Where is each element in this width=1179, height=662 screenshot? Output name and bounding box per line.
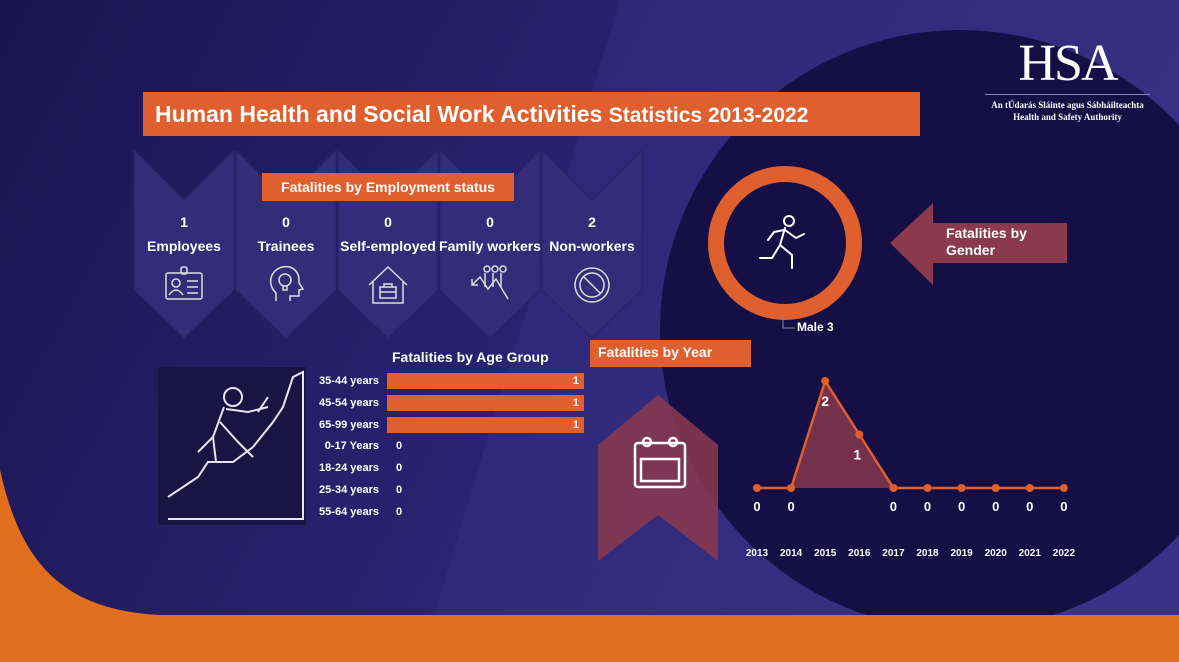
year-tick-label: 2020: [985, 548, 1008, 559]
calendar-chevron: [598, 395, 718, 561]
age-tick-label: 35-44 years: [319, 375, 379, 387]
data-label: 0: [753, 499, 760, 514]
line-point: [855, 430, 864, 439]
hsa-logo: HSA An tÚdarás Sláinte agus Sábháilteach…: [985, 38, 1150, 123]
line-point: [1025, 484, 1034, 492]
page-title: Human Health and Social Work Activities …: [143, 92, 920, 136]
climber-icon: [158, 367, 306, 525]
line-point: [1059, 484, 1068, 492]
data-label: 0: [890, 499, 897, 514]
year-tick-label: 2022: [1053, 548, 1076, 559]
age-tick-label: 65-99 years: [319, 418, 379, 431]
data-label: 0: [787, 499, 794, 514]
gender-donut: [708, 166, 862, 320]
employment-count: 1: [180, 214, 188, 230]
line-series: [757, 378, 1064, 490]
gender-label: Male 3: [797, 320, 834, 334]
employment-label: Trainees: [257, 238, 315, 254]
id-badge-icon: [165, 266, 203, 300]
year-tick-label: 2016: [848, 548, 871, 559]
age-tick-label: 18-24 years: [319, 462, 379, 475]
age-value-label: 0: [396, 462, 403, 475]
employment-label: Self-employed: [340, 238, 436, 254]
employment-label: Non-workers: [549, 238, 635, 254]
age-tick-label: 55-64 years: [319, 505, 379, 518]
people-arrow-icon: [471, 265, 509, 300]
line-point: [991, 484, 1000, 492]
line-point: [889, 484, 898, 492]
employment-count: 0: [486, 214, 494, 230]
line-point: [787, 484, 796, 492]
line-point: [821, 377, 830, 385]
age-bar: 1: [387, 373, 584, 389]
prohibited-icon: [574, 267, 610, 303]
house-briefcase-icon: [368, 265, 408, 304]
data-label: 0: [1060, 499, 1067, 514]
year-title: Fatalities by Year: [590, 340, 751, 367]
employment-non-workers: 2 Non-workers: [541, 150, 643, 340]
data-label: 2: [821, 393, 829, 409]
data-label: 0: [1026, 499, 1033, 514]
data-label: 0: [924, 499, 931, 514]
year-line-chart: 0 2013 0 2014 2 2015 1 2016 0 2017 0 2018 0 2019 0 2020…: [746, 377, 1076, 559]
employment-label: Employees: [147, 238, 221, 254]
year-tick-label: 2018: [916, 548, 939, 559]
employment-count: 0: [384, 214, 392, 230]
year-tick-label: 2015: [814, 548, 837, 559]
year-tick-label: 2013: [746, 548, 769, 559]
data-label: 1: [853, 447, 861, 463]
line-point: [957, 484, 966, 492]
employment-count: 2: [588, 214, 596, 230]
age-value-label: 0: [396, 505, 403, 518]
line-point: [923, 484, 932, 492]
runner-icon: [759, 215, 805, 269]
calendar-icon: [633, 436, 687, 489]
employment-employees: 1 Employees: [133, 150, 235, 340]
data-label: 0: [992, 499, 999, 514]
age-title: Fatalities by Age Group: [392, 349, 549, 365]
gender-arrow: [890, 203, 1067, 285]
age-bar: 1: [387, 394, 584, 411]
head-lightbulb-icon: [269, 265, 305, 301]
year-tick-label: 2017: [882, 548, 905, 559]
employment-label: Family workers: [439, 238, 541, 254]
age-tick-label: 25-34 years: [319, 484, 379, 496]
age-tick-label: 0-17 Years: [324, 440, 379, 453]
age-tick-label: 45-54 years: [319, 396, 379, 409]
line-point: [753, 484, 761, 492]
age-bar: 1: [387, 416, 584, 433]
employment-count: 0: [282, 214, 290, 230]
data-label: 0: [958, 499, 965, 514]
age-value-label: 0: [396, 484, 403, 496]
gender-title: Fatalities by Gender: [946, 225, 1027, 258]
age-value-label: 0: [396, 440, 403, 453]
year-tick-label: 2021: [1019, 548, 1042, 559]
gender-chart: [708, 166, 1067, 329]
year-tick-label: 2014: [780, 548, 803, 559]
line-area: [757, 381, 1064, 488]
year-tick-label: 2019: [950, 548, 973, 559]
employment-title: Fatalities by Employment status: [262, 173, 514, 201]
